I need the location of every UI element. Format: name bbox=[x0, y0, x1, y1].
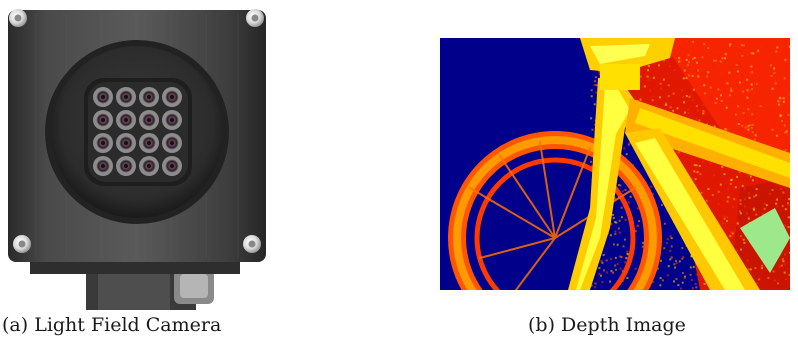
depth-image bbox=[440, 38, 790, 290]
lens-array bbox=[93, 87, 182, 176]
caption-b-label: (b) bbox=[528, 314, 555, 336]
subfigure-depth-image: (b) Depth Image bbox=[440, 0, 798, 350]
light-field-camera-image bbox=[8, 9, 266, 310]
caption-a-label: (a) bbox=[2, 314, 29, 336]
caption-a: (a) Light Field Camera bbox=[2, 314, 292, 336]
subfigure-light-field-camera: (a) Light Field Camera bbox=[0, 0, 300, 350]
caption-b-text: Depth Image bbox=[561, 314, 686, 336]
caption-a-text: Light Field Camera bbox=[34, 314, 222, 336]
caption-b: (b) Depth Image bbox=[528, 314, 748, 336]
